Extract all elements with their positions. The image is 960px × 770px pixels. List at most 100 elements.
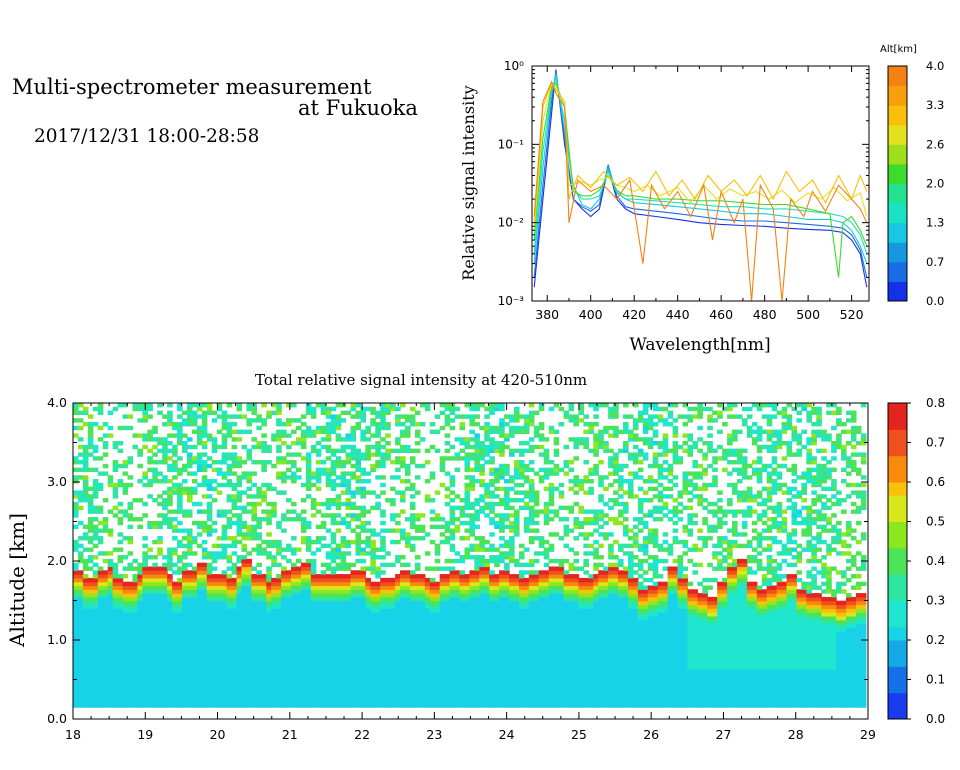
heatmap-cell (464, 703, 471, 708)
heatmap-cell (439, 460, 446, 465)
heatmap-cell (325, 619, 332, 625)
heatmap-cell (256, 653, 262, 659)
heatmap-cell (409, 494, 416, 499)
heatmap-cell (489, 490, 495, 495)
heatmap-cell (152, 623, 158, 628)
heatmap-cell (479, 448, 485, 454)
heatmap-cell (419, 596, 426, 602)
heatmap-cell (489, 494, 495, 499)
heatmap-cell (409, 456, 416, 461)
heatmap-cell (216, 688, 223, 693)
heatmap-cell (499, 422, 505, 427)
heatmap-cell (281, 642, 287, 647)
heatmap-cell (271, 680, 277, 685)
heatmap-cell (499, 600, 505, 606)
heatmap-cell (400, 642, 406, 647)
heatmap-cell (266, 680, 272, 685)
heatmap-cell (157, 441, 163, 446)
heatmap-cell (196, 581, 203, 587)
heatmap-cell (335, 543, 342, 549)
heatmap-cell (375, 566, 381, 571)
heatmap-cell (499, 596, 505, 602)
heatmap-cell (494, 672, 500, 678)
heatmap-cell (261, 574, 267, 579)
heatmap-cell (291, 418, 297, 423)
heatmap-cell (92, 479, 99, 484)
alt-colorbar-segment (888, 281, 907, 302)
heatmap-cell (320, 425, 327, 431)
heatmap-cell (231, 539, 238, 545)
heatmap-cell (300, 414, 307, 419)
heatmap-cell (459, 684, 466, 689)
heatmap-cell (221, 441, 228, 446)
heatmap-cell (251, 577, 257, 583)
heatmap-cell (221, 547, 228, 552)
heatmap-cell (172, 528, 178, 533)
heatmap-cell (454, 642, 461, 647)
heatmap-cell (87, 498, 94, 503)
heatmap-cell (73, 650, 79, 655)
heatmap-cell (186, 676, 193, 682)
heatmap-cell (400, 623, 406, 628)
heatmap-cell (370, 661, 376, 666)
heatmap-cell (350, 581, 357, 587)
heatmap-cell (201, 631, 208, 636)
heatmap-cell (286, 604, 292, 609)
heatmap-cell (474, 589, 480, 594)
heatmap-cell (241, 524, 248, 530)
heatmap-cell (236, 475, 243, 480)
heatmap-cell (107, 665, 114, 670)
heatmap-cell (236, 437, 243, 442)
heatmap-cell (196, 406, 203, 412)
heatmap-cell (211, 604, 218, 609)
heatmap-cell (271, 619, 277, 625)
heatmap-cell (325, 623, 332, 628)
heatmap-cell (236, 498, 243, 503)
heatmap-cell (300, 688, 307, 693)
heatmap-cell (281, 441, 287, 446)
heatmap-cell (380, 513, 386, 518)
heatmap-cell (355, 543, 362, 549)
heatmap-cell (429, 517, 436, 522)
heatmap-cell (390, 562, 396, 568)
heatmap-cell (419, 589, 426, 594)
heatmap-cell (444, 615, 451, 621)
heatmap-cell (405, 672, 411, 678)
heatmap-cell (177, 665, 183, 670)
heatmap-cell (400, 665, 406, 670)
heatmap-cell (246, 596, 252, 602)
heatmap-cell (335, 555, 342, 560)
spectrum-y-tick-label: 10⁻³ (498, 294, 525, 308)
heatmap-cell (305, 460, 312, 465)
heatmap-cell (152, 589, 158, 594)
heatmap-cell (246, 691, 252, 697)
heatmap-cell (97, 482, 104, 488)
heatmap-cell (380, 460, 386, 465)
heatmap-cell (251, 406, 257, 412)
heatmap-cell (236, 646, 243, 651)
heatmap-cell (345, 653, 352, 659)
heatmap-cell (117, 448, 124, 454)
heatmap-cell (167, 547, 173, 552)
heatmap-cell (405, 703, 411, 708)
heatmap-cell (186, 532, 193, 537)
heatmap-cell (469, 418, 475, 423)
heatmap-cell (444, 646, 451, 651)
heatmap-cell (345, 581, 352, 587)
heatmap-cell (504, 543, 510, 549)
heatmap-cell (355, 600, 362, 606)
heatmap-cell (484, 650, 490, 655)
heatmap-cell (345, 498, 352, 503)
heatmap-cell (469, 505, 475, 511)
heatmap-cell (390, 634, 396, 640)
heatmap-cell (167, 596, 173, 602)
heatmap-cell (276, 604, 282, 609)
heatmap-cell (132, 623, 139, 628)
heatmap-cell (82, 612, 89, 617)
heatmap-cell (87, 619, 94, 625)
heatmap-cell (177, 631, 183, 636)
heatmap-cell (182, 543, 188, 549)
heatmap-cell (241, 543, 248, 549)
heatmap-cell (469, 486, 475, 492)
heatmap-cell (300, 653, 307, 659)
